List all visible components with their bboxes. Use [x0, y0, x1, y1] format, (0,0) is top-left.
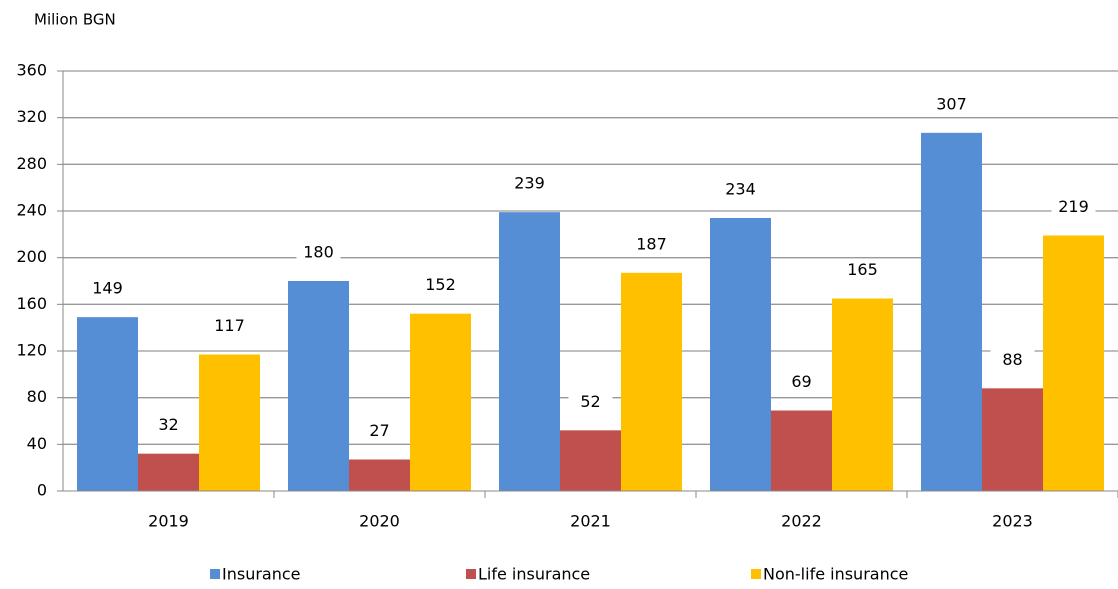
- bar: [199, 354, 260, 491]
- y-tick-label: 0: [37, 481, 47, 500]
- legend-swatch: [466, 569, 476, 579]
- legend-label: Non-life insurance: [763, 565, 908, 584]
- bar: [982, 388, 1043, 491]
- y-tick-label: 200: [16, 247, 47, 266]
- data-label: 152: [425, 275, 456, 294]
- bar: [499, 212, 560, 491]
- x-tick-label: 2023: [992, 512, 1033, 531]
- data-label: 149: [92, 279, 123, 298]
- y-tick-label: 160: [16, 294, 47, 313]
- data-label: 32: [158, 415, 178, 434]
- data-label-bg: [779, 370, 824, 395]
- data-label: 219: [1058, 197, 1089, 216]
- data-label-bg: [990, 348, 1035, 373]
- bar: [1043, 235, 1104, 491]
- bar: [710, 218, 771, 491]
- x-tick-label: 2021: [570, 512, 611, 531]
- data-label-bg: [1051, 195, 1096, 220]
- data-label-bg: [929, 92, 974, 117]
- data-label-bg: [357, 419, 402, 444]
- legend-label: Insurance: [222, 565, 301, 584]
- y-tick-label: 40: [27, 434, 47, 453]
- y-tick-label: 280: [16, 154, 47, 173]
- data-label-bg: [146, 413, 191, 438]
- bar: [77, 317, 138, 491]
- data-label: 117: [214, 316, 245, 335]
- y-tick-label: 240: [16, 201, 47, 220]
- data-label-bg: [507, 172, 552, 197]
- data-label: 234: [725, 180, 756, 199]
- bar: [771, 410, 832, 491]
- data-label-bg: [207, 314, 252, 339]
- bar: [410, 313, 471, 491]
- bar: [349, 459, 410, 491]
- data-label: 69: [791, 372, 811, 391]
- legend-swatch: [210, 569, 220, 579]
- data-label: 187: [636, 234, 667, 253]
- data-label-bg: [418, 273, 463, 298]
- y-axis-label: Milion BGN: [34, 11, 116, 29]
- x-tick-label: 2019: [148, 512, 189, 531]
- data-label: 27: [369, 421, 389, 440]
- y-tick-label: 80: [27, 387, 47, 406]
- data-label-bg: [85, 277, 130, 302]
- data-label-bg: [629, 232, 674, 257]
- legend-swatch: [751, 569, 761, 579]
- data-label-bg: [568, 390, 613, 415]
- data-label: 165: [847, 260, 878, 279]
- bar: [288, 281, 349, 491]
- bar: [832, 298, 893, 491]
- bar: [921, 132, 982, 492]
- y-tick-label: 320: [16, 107, 47, 126]
- bar: [621, 272, 682, 491]
- data-label-bg: [296, 241, 341, 265]
- legend-label: Life insurance: [478, 565, 590, 584]
- bar: [138, 453, 199, 491]
- data-label: 180: [303, 243, 334, 262]
- x-tick-label: 2020: [359, 512, 400, 531]
- data-label-bg: [718, 178, 763, 202]
- y-tick-label: 120: [16, 341, 47, 360]
- data-label: 239: [514, 174, 545, 193]
- bar: [560, 430, 621, 491]
- data-label: 52: [580, 392, 600, 411]
- y-tick-label: 360: [16, 61, 47, 80]
- data-label-bg: [840, 258, 885, 283]
- data-label: 307: [936, 94, 967, 113]
- data-label: 88: [1002, 350, 1022, 369]
- x-tick-label: 2022: [781, 512, 822, 531]
